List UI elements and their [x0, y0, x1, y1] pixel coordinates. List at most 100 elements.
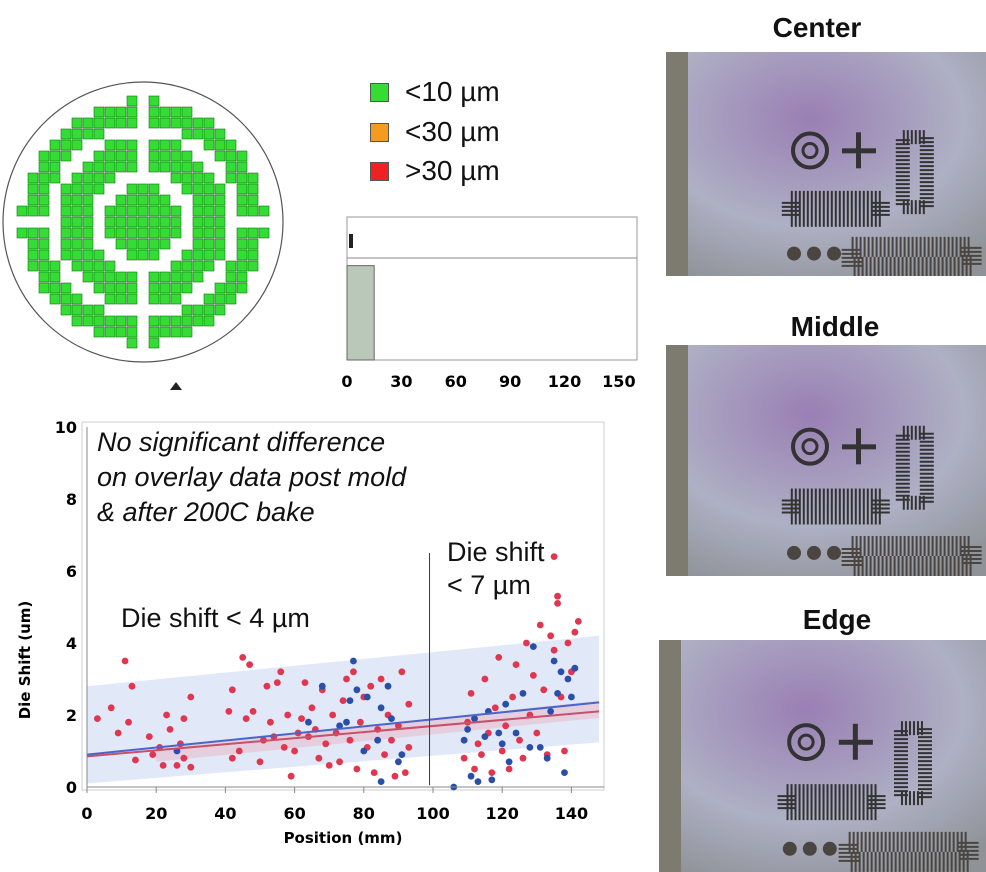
die: [115, 161, 127, 173]
die: [170, 260, 182, 272]
data-point-blue: [564, 675, 572, 683]
data-point-red: [336, 758, 343, 766]
die: [60, 128, 72, 140]
die: [115, 216, 127, 228]
die: [82, 216, 94, 228]
die: [159, 106, 171, 118]
box-plot-mark: [349, 234, 353, 248]
die: [126, 315, 138, 327]
die: [214, 128, 226, 140]
data-point-red: [491, 704, 499, 712]
die: [104, 161, 116, 173]
die: [192, 249, 204, 261]
die: [148, 315, 160, 327]
legend-swatch-green: [370, 82, 389, 102]
die: [170, 271, 182, 283]
data-point-red: [149, 751, 157, 758]
die: [104, 106, 116, 118]
die: [181, 172, 193, 184]
data-point-blue: [526, 744, 534, 751]
data-point-red: [478, 751, 485, 758]
die: [82, 304, 94, 316]
die: [148, 183, 160, 195]
data-point-blue: [474, 778, 482, 785]
die: [115, 117, 127, 129]
data-point-red: [346, 736, 354, 744]
die: [38, 172, 50, 184]
die: [192, 128, 204, 140]
data-point-red: [263, 682, 271, 690]
photo-title-middle: Middle: [790, 311, 880, 342]
die: [27, 194, 39, 206]
die: [225, 150, 237, 162]
y-tick-label: 4: [66, 634, 77, 653]
data-point-red: [381, 751, 388, 758]
histogram-bar: [346, 265, 375, 361]
legend-label: >30 µm: [405, 155, 500, 186]
die: [148, 271, 160, 283]
die: [60, 238, 72, 250]
data-point-red: [339, 697, 347, 704]
data-point-blue: [467, 772, 475, 780]
die: [93, 326, 105, 338]
fit-line-blue: [86, 701, 600, 756]
die: [170, 150, 182, 162]
data-point-red: [145, 733, 153, 740]
die: [137, 249, 149, 261]
data-point-red: [353, 765, 361, 773]
die: [203, 227, 215, 239]
die: [38, 161, 50, 173]
die: [214, 293, 226, 305]
data-point-blue: [471, 715, 478, 722]
die: [159, 326, 171, 338]
alignment-mark-photo: [666, 345, 986, 576]
data-point-blue: [571, 664, 579, 672]
die: [170, 139, 182, 151]
die: [170, 293, 182, 305]
fit-line-red: [86, 710, 600, 758]
die: [148, 282, 160, 294]
data-point-blue: [550, 657, 558, 665]
die: [159, 150, 171, 162]
die: [126, 183, 138, 195]
data-point-blue: [543, 754, 551, 762]
data-point-red: [574, 618, 582, 625]
legend-item: <30 µm: [370, 116, 500, 148]
histogram-tick-label: 30: [390, 372, 412, 391]
die: [82, 128, 94, 140]
notch-marker: [170, 382, 182, 390]
y-tick-label: 0: [66, 778, 77, 797]
data-point-red: [291, 747, 298, 755]
die: [115, 205, 127, 217]
scatter-chart: 0 20 40 60 80 100 120 140 0 2 4 6 8 10 Die Shift (um)…: [16, 418, 605, 847]
die: [203, 238, 215, 250]
data-point-red: [498, 747, 506, 755]
die: [104, 172, 116, 184]
die: [126, 139, 138, 151]
histogram-tick-label: 120: [548, 372, 581, 391]
note-line: on overlay data post mold: [97, 462, 407, 492]
die: [225, 282, 237, 294]
legend-item: >30 µm: [370, 155, 500, 187]
data-point-red: [564, 639, 572, 647]
die: [60, 205, 72, 217]
y-tick-label: 2: [66, 706, 77, 725]
die: [38, 150, 50, 162]
die: [82, 260, 94, 272]
die: [27, 183, 39, 195]
die: [181, 150, 193, 162]
die-grid: [16, 95, 270, 349]
die: [104, 326, 116, 338]
data-point-blue: [568, 693, 575, 701]
die: [38, 194, 50, 206]
data-point-blue: [460, 736, 468, 744]
histogram-tick-label: 150: [602, 372, 635, 391]
data-point-blue: [343, 718, 350, 726]
die: [71, 183, 83, 195]
die: [82, 238, 94, 250]
die: [148, 238, 160, 250]
die: [104, 282, 116, 294]
die: [126, 106, 138, 118]
die: [148, 95, 160, 107]
die: [247, 183, 259, 195]
